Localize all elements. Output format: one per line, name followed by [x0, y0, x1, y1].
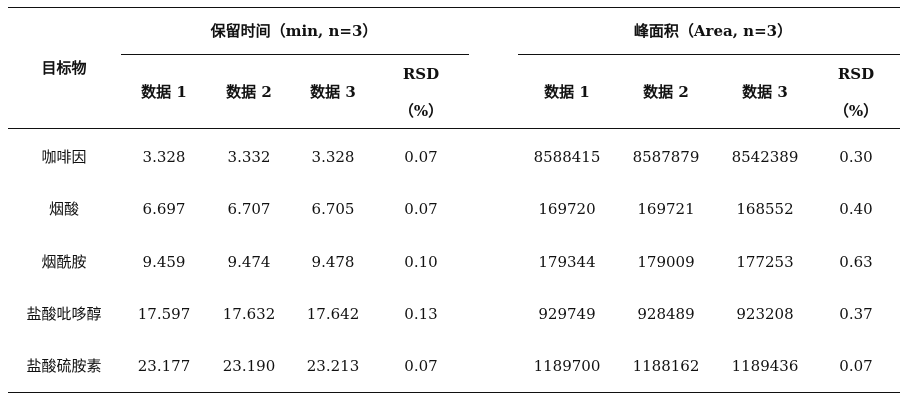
- rt-data1-header: 数据 1: [141, 83, 187, 101]
- row-2-area-rsd: 0.40: [839, 200, 873, 218]
- row-5-rt-3: 23.213: [306, 357, 360, 375]
- header-bottom-rule: [8, 128, 900, 129]
- row-5-rt-1: 23.177: [137, 357, 191, 375]
- row-4-rt-2: 17.632: [222, 305, 276, 323]
- area-rsd-unit: （%）: [833, 102, 879, 120]
- row-4-rt-3: 17.642: [306, 305, 360, 323]
- row-2-area-1: 169720: [538, 200, 596, 218]
- row-1-area-rsd: 0.30: [839, 148, 873, 166]
- row-2-name: 烟酸: [48, 200, 80, 218]
- row-5-area-1: 1189700: [533, 357, 601, 375]
- row-4-area-1: 929749: [538, 305, 596, 323]
- area-rsd-header: RSD: [837, 65, 875, 83]
- row-3-area-2: 179009: [637, 253, 695, 271]
- rt-rsd-header: RSD: [402, 65, 440, 83]
- row-3-rt-1: 9.459: [142, 253, 186, 271]
- row-2-rt-rsd: 0.07: [404, 200, 438, 218]
- row-1-rt-3: 3.328: [311, 148, 355, 166]
- retention-group-rule: [121, 54, 469, 55]
- row-3-area-3: 177253: [736, 253, 794, 271]
- row-5-name: 盐酸硫胺素: [26, 357, 102, 375]
- row-5-rt-2: 23.190: [222, 357, 276, 375]
- top-rule: [8, 7, 900, 8]
- row-5-rt-rsd: 0.07: [404, 357, 438, 375]
- area-group-rule: [518, 54, 900, 55]
- row-1-rt-1: 3.328: [142, 148, 186, 166]
- row-5-area-rsd: 0.07: [839, 357, 873, 375]
- row-1-area-1: 8588415: [533, 148, 601, 166]
- area-group-header: 峰面积（Area, n=3）: [633, 22, 793, 40]
- rt-rsd-unit: （%）: [398, 102, 444, 120]
- row-1-area-2: 8587879: [632, 148, 700, 166]
- row-header-label: 目标物: [41, 59, 87, 77]
- row-3-rt-rsd: 0.10: [404, 253, 438, 271]
- row-4-area-3: 923208: [736, 305, 794, 323]
- area-data1-header: 数据 1: [544, 83, 590, 101]
- rt-data3-header: 数据 3: [310, 83, 356, 101]
- row-2-area-3: 168552: [736, 200, 794, 218]
- row-3-rt-2: 9.474: [227, 253, 271, 271]
- row-5-area-2: 1188162: [632, 357, 700, 375]
- rt-data2-header: 数据 2: [226, 83, 272, 101]
- row-2-rt-2: 6.707: [227, 200, 271, 218]
- row-2-rt-1: 6.697: [142, 200, 186, 218]
- row-4-name: 盐酸吡哆醇: [26, 305, 102, 323]
- row-4-rt-1: 17.597: [137, 305, 191, 323]
- area-data2-header: 数据 2: [643, 83, 689, 101]
- row-2-area-2: 169721: [637, 200, 695, 218]
- row-1-rt-rsd: 0.07: [404, 148, 438, 166]
- retention-group-header: 保留时间（min, n=3）: [210, 22, 378, 40]
- row-1-name: 咖啡因: [41, 148, 87, 166]
- row-1-rt-2: 3.332: [227, 148, 271, 166]
- row-4-area-2: 928489: [637, 305, 695, 323]
- row-3-area-rsd: 0.63: [839, 253, 873, 271]
- bottom-rule: [8, 392, 900, 393]
- row-2-rt-3: 6.705: [311, 200, 355, 218]
- row-3-rt-3: 9.478: [311, 253, 355, 271]
- row-3-name: 烟酰胺: [41, 253, 87, 271]
- row-4-area-rsd: 0.37: [839, 305, 873, 323]
- row-3-area-1: 179344: [538, 253, 596, 271]
- area-data3-header: 数据 3: [742, 83, 788, 101]
- row-5-area-3: 1189436: [731, 357, 799, 375]
- row-4-rt-rsd: 0.13: [404, 305, 438, 323]
- row-1-area-3: 8542389: [731, 148, 799, 166]
